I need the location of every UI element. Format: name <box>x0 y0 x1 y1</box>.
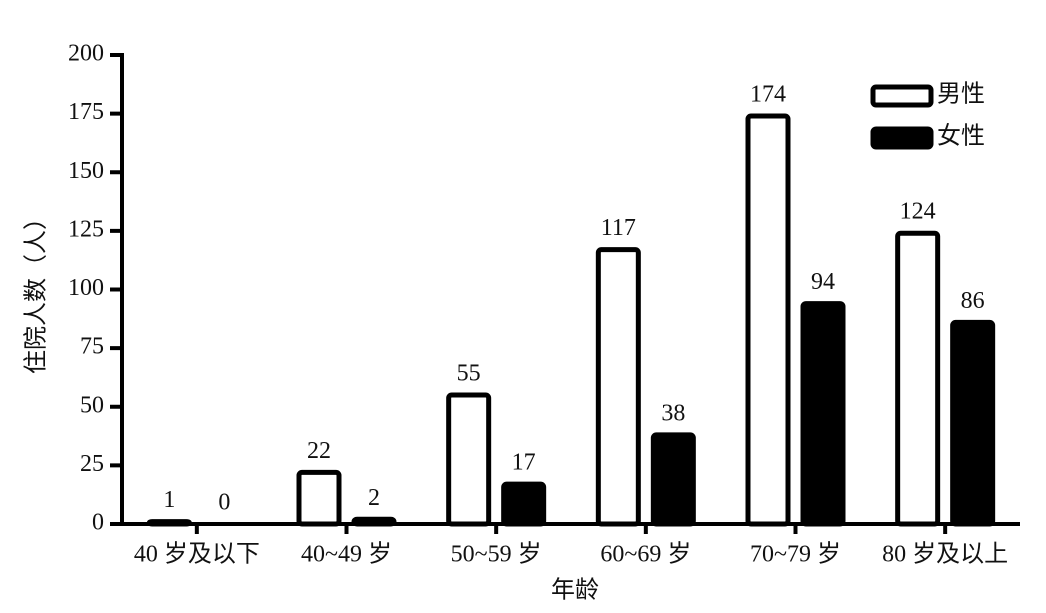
data-label: 174 <box>750 81 786 107</box>
bar <box>950 319 996 527</box>
x-tick-label: 70~79 岁 <box>750 541 841 568</box>
bar <box>745 113 791 527</box>
data-label: 17 <box>512 450 536 476</box>
bar <box>895 230 941 527</box>
legend-swatch <box>870 84 934 108</box>
bar <box>595 247 641 527</box>
bar <box>650 432 696 527</box>
data-label: 2 <box>368 485 380 511</box>
y-tick-label: 25 <box>80 451 104 477</box>
x-tick-label: 40~49 岁 <box>301 541 392 568</box>
legend-label: 女性 <box>937 123 985 150</box>
y-tick-label: 125 <box>68 216 104 242</box>
x-tick-label: 40 岁及以下 <box>134 541 260 568</box>
data-label: 22 <box>307 438 331 464</box>
data-label: 124 <box>900 199 936 225</box>
y-tick-label: 75 <box>80 334 104 360</box>
y-tick-label: 100 <box>68 275 104 301</box>
bar <box>296 469 342 527</box>
data-label: 0 <box>218 490 230 516</box>
bar <box>501 481 547 527</box>
data-label: 38 <box>661 400 685 426</box>
y-tick-label: 150 <box>68 158 104 184</box>
bar <box>351 516 397 527</box>
y-tick-label: 50 <box>80 392 104 418</box>
y-tick-label: 175 <box>68 99 104 125</box>
data-label: 117 <box>601 215 636 241</box>
y-axis-label: 住院人数（人） <box>23 206 50 374</box>
data-label: 55 <box>457 361 481 387</box>
bar <box>446 392 492 527</box>
data-label: 1 <box>163 487 175 513</box>
bar <box>800 301 846 527</box>
data-label: 94 <box>811 269 835 295</box>
x-tick-label: 60~69 岁 <box>600 541 691 568</box>
y-tick-label: 200 <box>68 41 104 67</box>
y-tick-label: 0 <box>92 510 104 536</box>
x-tick-label: 50~59 岁 <box>451 541 542 568</box>
data-label: 86 <box>961 288 985 314</box>
x-tick-label: 80 岁及以上 <box>882 541 1008 568</box>
x-axis-label: 年龄 <box>551 577 599 604</box>
legend-swatch <box>870 126 934 150</box>
legend-label: 男性 <box>937 81 985 108</box>
bar <box>146 519 192 527</box>
